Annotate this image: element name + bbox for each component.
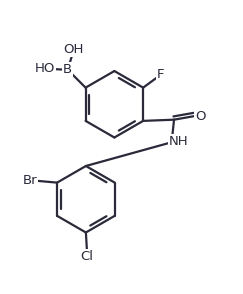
Text: Br: Br [22,174,37,187]
Text: OH: OH [63,43,84,56]
Text: Cl: Cl [81,250,94,263]
Text: F: F [157,68,165,81]
Text: O: O [195,110,205,123]
Text: HO: HO [35,62,55,75]
Text: B: B [63,63,72,76]
Text: NH: NH [169,135,189,148]
